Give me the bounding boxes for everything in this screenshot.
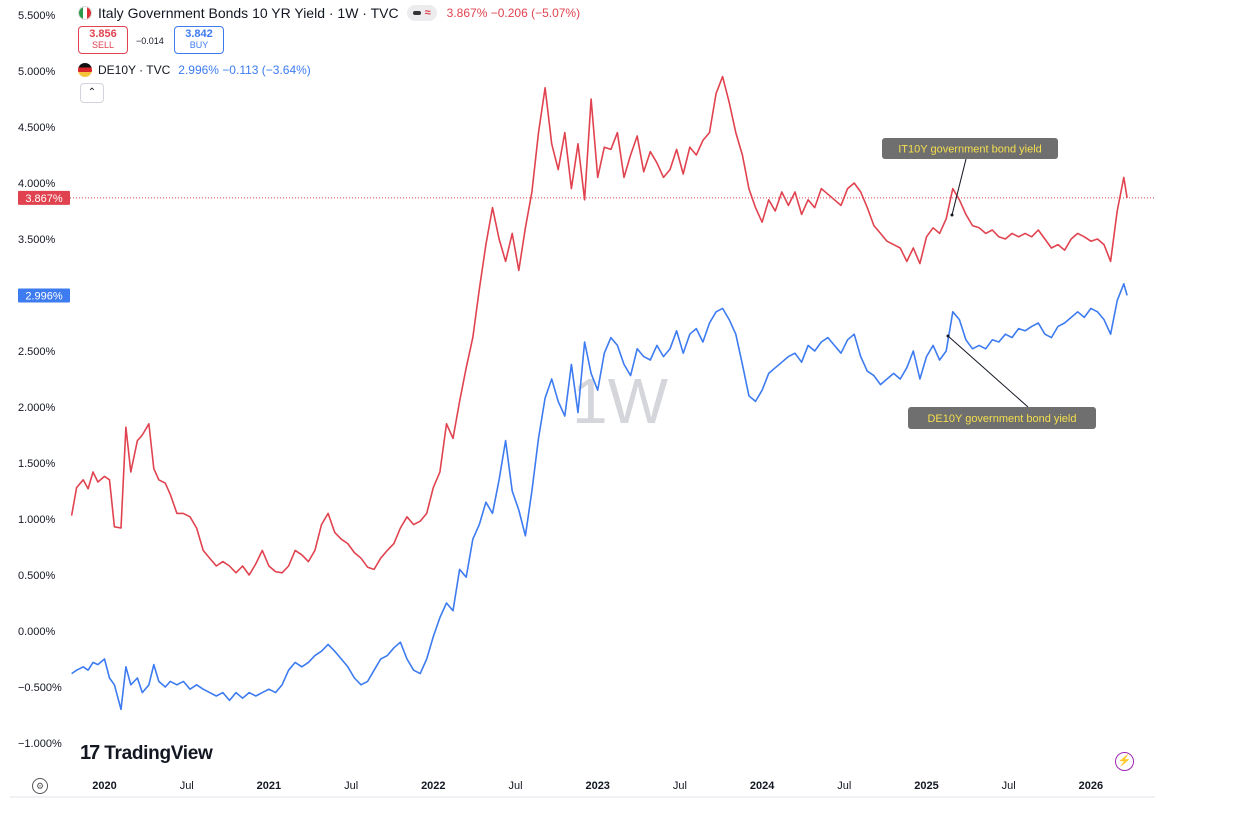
buy-button[interactable]: 3.842 BUY (174, 26, 224, 54)
interval-watermark: 1W (572, 365, 669, 437)
bolt-icon[interactable]: ⚡ (1115, 752, 1134, 771)
sell-price: 3.856 (89, 28, 117, 40)
y-tick-label: 2.500% (18, 346, 56, 358)
main-symbol-legend: Italy Government Bonds 10 YR Yield · 1W … (78, 5, 580, 21)
gear-icon[interactable]: ⚙ (32, 778, 48, 794)
callout-anchor (946, 334, 950, 338)
compare-symbol-change: 2.996% −0.113 (−3.64%) (178, 63, 311, 77)
y-tick-label: 1.000% (18, 514, 56, 526)
chevron-up-icon[interactable]: ⌃ (80, 83, 104, 103)
y-tick-label: 0.000% (18, 626, 56, 638)
y-tick-label: −1.000% (18, 738, 62, 750)
main-symbol-change: 3.867% −0.206 (−5.07%) (446, 6, 581, 20)
callout-label: DE10Y government bond yield (927, 413, 1076, 425)
y-tick-label: 1.500% (18, 458, 56, 470)
callout-box (908, 407, 1096, 429)
x-tick-label: 2021 (257, 780, 281, 792)
y-tick-label: 3.500% (18, 234, 56, 246)
price-label: 2.996% (25, 290, 63, 302)
x-tick-label: 2025 (914, 780, 938, 792)
y-tick-label: 4.500% (18, 122, 56, 134)
callout-pointer (947, 335, 1029, 408)
x-tick-label: Jul (180, 780, 194, 792)
price-label-box (18, 288, 70, 303)
main-symbol-title[interactable]: Italy Government Bonds 10 YR Yield · 1W … (98, 5, 399, 21)
callout-box (882, 138, 1058, 159)
y-tick-label: −0.500% (18, 682, 62, 694)
x-tick-label: 2024 (750, 780, 775, 792)
y-tick-label: 0.500% (18, 570, 56, 582)
y-tick-label: 5.500% (18, 10, 56, 22)
spread-value: −0.014 (136, 36, 164, 46)
sell-label: SELL (91, 40, 115, 50)
price-label: 3.867% (25, 193, 63, 205)
x-tick-label: 2022 (421, 780, 445, 792)
compare-wave-icon: ≈ (424, 7, 431, 19)
x-tick-label: Jul (1002, 780, 1016, 792)
x-tick-label: Jul (344, 780, 358, 792)
y-tick-label: 2.000% (18, 402, 56, 414)
visibility-toggle[interactable]: ≈ (406, 5, 437, 21)
buy-label: BUY (189, 40, 209, 50)
x-tick-label: 2020 (92, 780, 116, 792)
y-tick-label: 5.000% (18, 66, 56, 78)
italy-flag-icon (78, 6, 92, 20)
callout-label: IT10Y government bond yield (898, 144, 1042, 156)
tradingview-mark-icon: 17 (80, 742, 100, 764)
series-line-de10y (71, 283, 1128, 711)
buy-price: 3.842 (185, 28, 213, 40)
eye-icon (412, 11, 421, 15)
x-tick-label: Jul (673, 780, 687, 792)
germany-flag-icon (78, 63, 92, 77)
tradingview-logo[interactable]: 17 TradingView (80, 742, 213, 765)
x-tick-label: Jul (837, 780, 851, 792)
callout-pointer (951, 158, 967, 216)
y-tick-label: 4.000% (18, 178, 56, 190)
x-tick-label: 2023 (585, 780, 609, 792)
compare-symbol-title[interactable]: DE10Y · TVC (98, 63, 171, 77)
compare-symbol-legend: DE10Y · TVC 2.996% −0.113 (−3.64%) (78, 63, 311, 77)
logo-text: TradingView (104, 742, 213, 764)
price-label-box (18, 190, 70, 205)
sell-button[interactable]: 3.856 SELL (78, 26, 128, 54)
series-line-it10y (70, 75, 1128, 576)
x-tick-label: 2026 (1079, 780, 1103, 792)
x-tick-label: Jul (508, 780, 522, 792)
callout-anchor (950, 213, 954, 217)
